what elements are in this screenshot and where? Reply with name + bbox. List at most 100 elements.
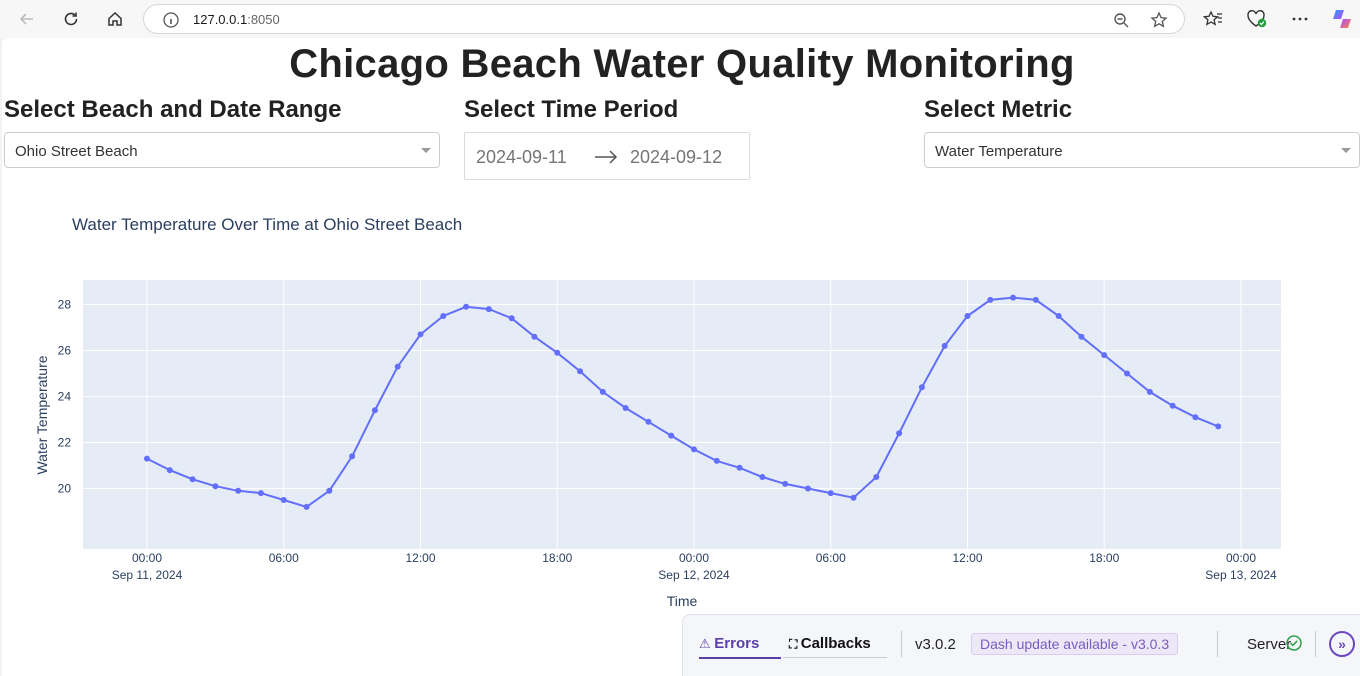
x-tick-date-label: Sep 13, 2024 xyxy=(1205,568,1277,582)
data-point[interactable] xyxy=(394,363,401,370)
data-point[interactable] xyxy=(531,333,538,340)
data-point[interactable] xyxy=(964,313,971,319)
data-point[interactable] xyxy=(1032,296,1039,303)
data-point[interactable] xyxy=(1124,370,1131,377)
end-date-input[interactable]: 2024-09-12 xyxy=(630,147,723,167)
data-point[interactable] xyxy=(896,430,903,437)
x-tick-label: 00:00 xyxy=(679,551,709,565)
beach-dropdown[interactable]: Ohio Street Beach xyxy=(4,132,440,168)
metric-dropdown[interactable]: Water Temperature xyxy=(924,132,1360,168)
data-point[interactable] xyxy=(485,306,492,313)
chevron-down-icon[interactable] xyxy=(421,148,431,153)
data-point[interactable] xyxy=(371,407,378,414)
data-point[interactable] xyxy=(1055,313,1062,319)
errors-tab[interactable]: ⚠ Errors xyxy=(699,635,759,652)
data-point[interactable] xyxy=(873,474,880,480)
data-point[interactable] xyxy=(759,474,766,480)
update-available-badge[interactable]: Dash update available - v3.0.3 xyxy=(971,633,1179,655)
beach-dropdown-value: Ohio Street Beach xyxy=(15,143,138,160)
copilot-icon[interactable] xyxy=(1329,6,1355,32)
data-point[interactable] xyxy=(349,453,356,460)
data-point[interactable] xyxy=(782,480,789,487)
data-point[interactable] xyxy=(622,405,629,411)
expand-debug-menu-icon[interactable]: » xyxy=(1329,631,1355,657)
divider xyxy=(1217,631,1218,657)
water-temperature-chart[interactable]: Water Temperature Over Time at Ohio Stre… xyxy=(2,38,1360,618)
data-point[interactable] xyxy=(1101,352,1108,359)
home-icon[interactable] xyxy=(102,6,128,32)
refresh-icon[interactable] xyxy=(58,6,84,32)
data-point[interactable] xyxy=(417,331,424,338)
x-tick-label: 18:00 xyxy=(542,551,572,565)
callbacks-tab-underline xyxy=(783,657,887,658)
data-point[interactable] xyxy=(691,446,697,453)
url-host: 127.0.0.1 xyxy=(193,12,248,27)
page-title: Chicago Beach Water Quality Monitoring xyxy=(289,42,1075,86)
data-point[interactable] xyxy=(827,490,834,497)
data-point[interactable] xyxy=(804,485,811,492)
data-point[interactable] xyxy=(144,455,150,462)
data-point[interactable] xyxy=(440,313,447,319)
data-point[interactable] xyxy=(668,432,675,439)
site-info-icon[interactable] xyxy=(162,11,180,34)
browser-essentials-icon[interactable] xyxy=(1244,6,1270,32)
chevron-down-icon[interactable] xyxy=(1341,148,1351,153)
data-point[interactable] xyxy=(987,296,994,303)
data-point[interactable] xyxy=(303,503,310,510)
chart-title: Water Temperature Over Time at Ohio Stre… xyxy=(72,215,462,234)
start-date-input[interactable]: 2024-09-11 xyxy=(476,147,567,167)
data-point[interactable] xyxy=(463,303,470,310)
dash-app-page: Chicago Beach Water Quality Monitoring S… xyxy=(2,38,1360,676)
x-tick-label: 06:00 xyxy=(816,551,846,565)
data-point[interactable] xyxy=(1078,333,1085,340)
data-point[interactable] xyxy=(554,349,561,356)
data-point[interactable] xyxy=(599,388,606,395)
errors-tab-label: Errors xyxy=(714,635,760,652)
y-axis-title: Water Temperature xyxy=(34,355,50,474)
data-point[interactable] xyxy=(713,457,720,464)
data-point[interactable] xyxy=(941,342,948,349)
data-point[interactable] xyxy=(166,467,173,474)
x-tick-label: 06:00 xyxy=(269,551,299,565)
data-point[interactable] xyxy=(1215,423,1222,430)
data-point[interactable] xyxy=(280,497,287,503)
y-tick-label: 22 xyxy=(58,436,72,450)
data-point[interactable] xyxy=(1192,414,1199,421)
data-point[interactable] xyxy=(1010,294,1017,301)
data-point[interactable] xyxy=(1146,388,1153,395)
data-point[interactable] xyxy=(508,315,515,322)
data-point[interactable] xyxy=(189,476,196,483)
favorites-icon[interactable] xyxy=(1200,6,1226,32)
y-tick-label: 20 xyxy=(58,482,72,496)
series-line xyxy=(146,296,1219,508)
warning-icon: ⚠ xyxy=(699,636,715,651)
time-period-label: Select Time Period xyxy=(464,96,679,123)
data-point[interactable] xyxy=(235,487,242,494)
data-point[interactable] xyxy=(577,368,584,375)
url-text: 127.0.0.1:8050 xyxy=(193,12,280,27)
errors-tab-underline xyxy=(699,657,781,659)
x-axis-title: Time xyxy=(667,593,698,609)
callbacks-tab[interactable]: ⛶ Callbacks xyxy=(789,635,871,652)
date-range-picker[interactable]: 2024-09-11 2024-09-12 xyxy=(464,132,750,180)
url-port: :8050 xyxy=(247,12,280,27)
data-point[interactable] xyxy=(1169,402,1176,409)
data-point[interactable] xyxy=(918,384,925,391)
dash-debug-menu: ⚠ Errors ⛶ Callbacks v3.0.2 Dash update … xyxy=(682,614,1360,676)
back-icon[interactable] xyxy=(14,6,40,32)
server-status-label: Server xyxy=(1247,636,1292,653)
data-point[interactable] xyxy=(257,490,264,497)
metric-dropdown-value: Water Temperature xyxy=(935,143,1063,160)
arrow-right-icon xyxy=(593,147,619,172)
address-bar[interactable]: 127.0.0.1:8050 xyxy=(143,4,1185,34)
plot-area[interactable] xyxy=(83,280,1281,549)
data-point[interactable] xyxy=(212,483,219,490)
data-point[interactable] xyxy=(326,487,333,494)
favorite-star-icon[interactable] xyxy=(1150,11,1168,29)
x-tick-label: 12:00 xyxy=(405,551,435,565)
data-point[interactable] xyxy=(645,418,652,425)
data-point[interactable] xyxy=(736,464,743,471)
more-options-icon[interactable] xyxy=(1287,6,1313,32)
data-point[interactable] xyxy=(850,494,857,501)
zoom-icon[interactable] xyxy=(1112,11,1130,29)
